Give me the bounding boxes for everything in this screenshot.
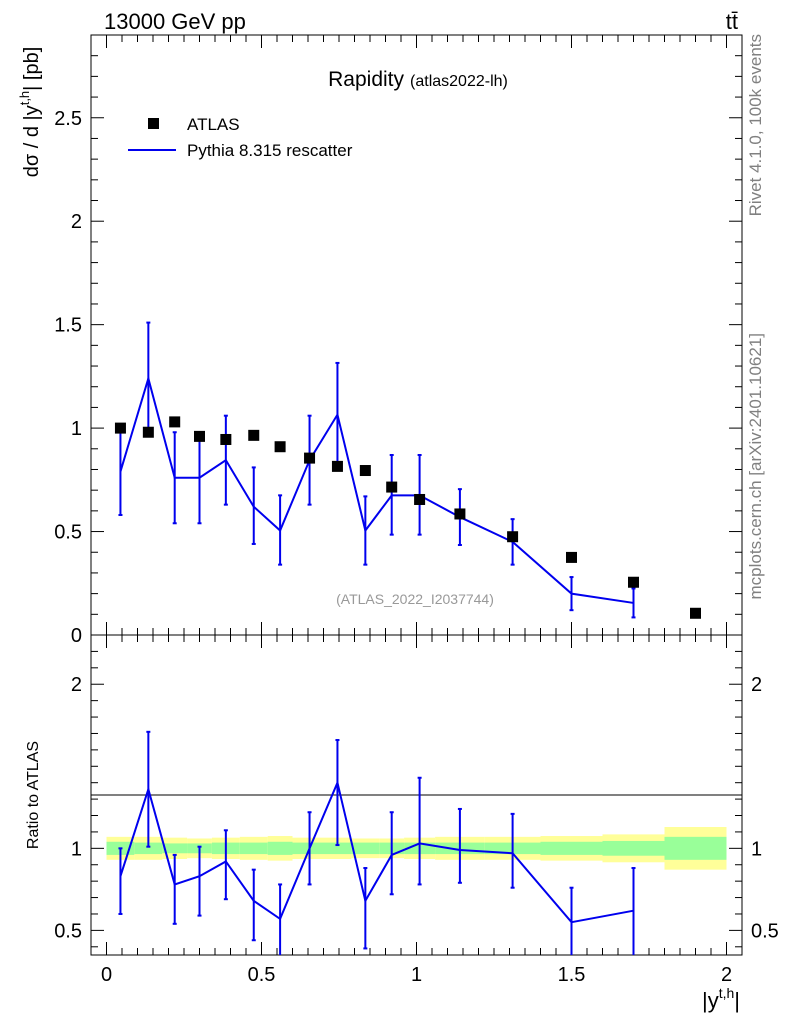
mc-line — [119, 374, 634, 604]
data-markers — [114, 416, 701, 619]
x-tick-label: 0 — [101, 964, 112, 986]
ratio-y-tick-label-right: 0.5 — [751, 920, 779, 942]
atlas-data-point — [169, 416, 181, 428]
atlas-data-point — [114, 422, 126, 434]
main-y-tick-label: 1.5 — [54, 315, 82, 337]
mc-series-line — [119, 374, 634, 604]
mc-error-bars — [118, 321, 636, 619]
legend-label-atlas: ATLAS — [187, 115, 240, 134]
atlas-data-point — [628, 576, 639, 588]
plot-title: Rapidity (atlas2022-lh) — [328, 68, 508, 91]
ratio-y-tick-label-right: 2 — [751, 674, 762, 696]
ratio-y-tick-label-right: 1 — [751, 838, 762, 860]
atlas-data-point — [414, 493, 426, 505]
analysis-watermark: (ATLAS_2022_I2037744) — [336, 591, 494, 607]
x-tick-label: 1.5 — [558, 964, 586, 986]
atlas-data-point — [248, 429, 260, 441]
ratio-band-inner — [134, 842, 163, 855]
main-y-tick-label: 0 — [71, 625, 82, 647]
ratio-y-tick-label-left: 1 — [71, 838, 82, 860]
mcplots-label: mcplots.cern.ch [arXiv:2401.10621] — [746, 333, 765, 599]
ratio-y-tick-label-left: 2 — [71, 674, 82, 696]
atlas-data-point — [194, 430, 205, 442]
legend-marker-atlas — [148, 118, 159, 129]
x-tick-label: 1 — [411, 964, 422, 986]
ratio-y-axis-label: Ratio to ATLAS — [25, 741, 42, 849]
x-tick-label: 0.5 — [248, 964, 276, 986]
atlas-data-point — [274, 441, 286, 453]
ratio-panel: Ratio to ATLAS 0.5 0.5 1 1 2 2 0 0.5 1 1.5 2 — [25, 634, 779, 986]
ratio-y-tick-label-left: 0.5 — [54, 920, 82, 942]
atlas-data-point — [304, 452, 316, 464]
main-axes: 0 0.5 1 1.5 2 2.5 — [54, 35, 742, 647]
atlas-data-point — [331, 460, 343, 472]
process-label: tt̄ — [726, 9, 738, 34]
atlas-data-point — [454, 508, 466, 520]
main-panel: Rapidity (atlas2022-lh) (ATLAS_2022_I2037… — [17, 34, 743, 647]
ratio-band-inner — [239, 842, 268, 855]
ratio-band-inner — [602, 840, 665, 856]
x-tick-label: 2 — [721, 964, 732, 986]
ratio-line — [119, 779, 634, 924]
legend-label-mc: Pythia 8.315 rescatter — [187, 141, 353, 160]
ratio-error-bars — [118, 730, 636, 955]
ratio-axes: 0.5 0.5 1 1 2 2 0 0.5 1 1.5 2 — [54, 635, 779, 986]
atlas-data-point — [142, 426, 154, 438]
main-y-tick-label: 0.5 — [54, 522, 82, 544]
main-y-tick-label: 2.5 — [54, 108, 82, 130]
ratio-series-line — [119, 779, 634, 924]
atlas-data-point — [690, 607, 701, 619]
x-axis-label: |yt,h| — [702, 985, 740, 1013]
atlas-data-point — [507, 531, 519, 543]
ratio-band-inner — [540, 841, 603, 855]
ratio-band-inner — [292, 842, 324, 855]
ratio-band-inner — [351, 842, 380, 855]
main-y-tick-label: 2 — [71, 211, 82, 233]
ratio-band-inner — [323, 842, 352, 855]
beam-energy-label: 13000 GeV pp — [104, 9, 246, 34]
main-y-axis-label: dσ / d |yt,h| [pb] — [17, 47, 43, 178]
atlas-data-point — [359, 465, 371, 477]
main-y-tick-label: 1 — [71, 418, 82, 440]
atlas-data-point — [220, 433, 232, 445]
atlas-data-point — [386, 481, 398, 493]
atlas-data-point — [566, 551, 577, 563]
legend: ATLAS Pythia 8.315 rescatter — [128, 115, 353, 160]
ratio-band-inner — [664, 836, 727, 860]
ratio-band-inner — [267, 841, 293, 855]
rivet-version-label: Rivet 4.1.0, 100k events — [746, 34, 765, 216]
ratio-band-inner — [162, 843, 188, 854]
